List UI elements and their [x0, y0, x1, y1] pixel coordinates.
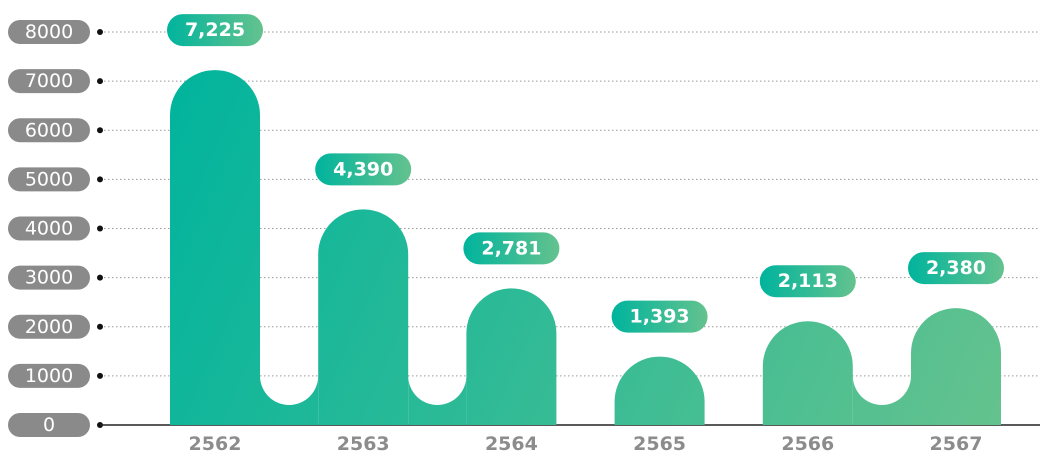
bar: [318, 209, 409, 425]
x-tick-label: 2564: [485, 433, 538, 454]
x-tick-label: 2565: [633, 433, 686, 454]
y-tick-pill: [8, 167, 90, 192]
y-tick-label: 5000: [25, 168, 73, 190]
value-label: 2,113: [778, 270, 838, 292]
y-tick-pill: [8, 20, 90, 44]
y-tick-pill: [8, 216, 90, 241]
x-tick-label: 2562: [189, 433, 242, 454]
value-pill: [167, 14, 263, 47]
connector: [260, 375, 319, 425]
y-tick-label: 0: [43, 414, 55, 436]
y-tick-dot: [97, 29, 103, 35]
y-tick-dot: [97, 176, 103, 183]
connector: [408, 375, 467, 425]
y-tick-dot: [97, 225, 103, 232]
value-label: 4,390: [333, 158, 393, 180]
y-tick-label: 8000: [25, 21, 73, 43]
y-tick-dot: [97, 372, 103, 379]
y-tick-label: 6000: [25, 119, 73, 141]
y-tick-dot: [97, 274, 103, 281]
y-tick-pill: [8, 413, 90, 437]
y-tick-pill: [8, 363, 90, 388]
value-label: 2,781: [481, 237, 541, 259]
value-label: 7,225: [185, 19, 245, 41]
y-tick-pill: [8, 69, 90, 94]
x-tick-label: 2567: [930, 433, 983, 454]
y-tick-pill: [8, 118, 90, 143]
bar: [170, 70, 261, 425]
y-tick-pill: [8, 265, 90, 290]
y-tick-dot: [97, 78, 103, 85]
value-pill: [759, 265, 856, 298]
value-pill: [315, 153, 412, 186]
value-pill: [463, 232, 560, 265]
bar: [466, 288, 557, 425]
y-tick-dot: [97, 127, 103, 134]
value-pill: [908, 252, 1004, 285]
y-tick-label: 2000: [25, 316, 73, 338]
bar: [911, 308, 1001, 425]
value-label: 1,393: [630, 306, 690, 328]
y-tick-label: 7000: [25, 70, 73, 92]
x-tick-label: 2566: [781, 433, 834, 454]
y-tick-label: 1000: [25, 365, 73, 387]
y-tick-dot: [97, 323, 103, 330]
y-tick-label: 4000: [25, 218, 73, 240]
value-label: 2,380: [926, 257, 986, 279]
y-tick-label: 3000: [25, 267, 73, 289]
x-tick-label: 2563: [337, 433, 390, 454]
bar: [762, 321, 853, 425]
bar: [614, 356, 705, 425]
y-tick-pill: [8, 314, 90, 339]
connector: [852, 375, 911, 425]
value-pill: [611, 300, 708, 333]
